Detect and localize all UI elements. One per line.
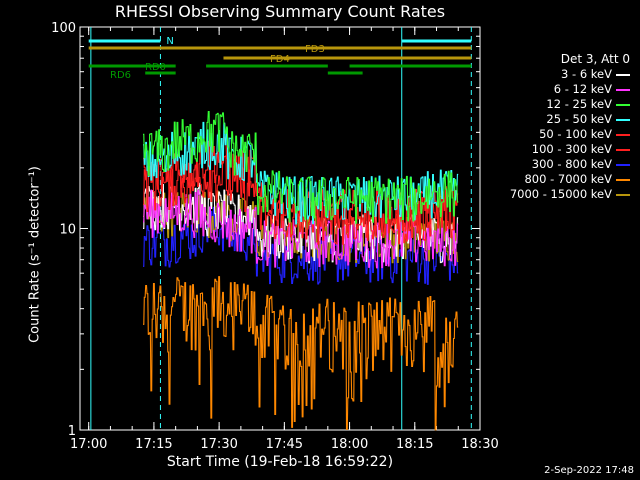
flag-label-n: N: [166, 36, 173, 47]
legend-item: 100 - 300 keV: [532, 142, 630, 156]
x-tick-label: 18:00: [331, 437, 368, 452]
flag-label-rd0: RD0: [145, 62, 166, 73]
flag-label-fd3: FD3: [305, 44, 325, 55]
legend-header: Det 3, Att 0: [560, 52, 630, 66]
legend-item: 3 - 6 keV: [561, 67, 630, 81]
legend-item: 7000 - 15000 keV: [510, 187, 630, 201]
legend-item-label: 6 - 12 keV: [553, 82, 612, 96]
legend-swatch: [616, 118, 630, 121]
chart-title: RHESSI Observing Summary Count Rates: [114, 2, 446, 21]
y-axis-label: Count Rate (s⁻¹ detector⁻¹): [27, 166, 43, 343]
legend-item: 12 - 25 keV: [546, 97, 630, 111]
flag-label-fd4: FD4: [270, 54, 290, 65]
legend-item-label: 3 - 6 keV: [561, 67, 612, 81]
series-line: [143, 121, 459, 225]
legend-swatch: [616, 163, 630, 166]
legend-item-label: 25 - 50 keV: [546, 112, 612, 126]
legend-swatch: [616, 103, 630, 106]
y-tick-label: 100: [51, 21, 76, 36]
series-line: [143, 276, 459, 431]
y-tick-label: 1: [68, 424, 76, 439]
legend-item-label: 12 - 25 keV: [546, 97, 612, 111]
series-line: [143, 111, 459, 224]
legend-item-label: 100 - 300 keV: [531, 142, 612, 156]
legend-swatch: [616, 148, 630, 151]
x-tick-label: 17:45: [266, 437, 303, 452]
legend-item-label: 300 - 800 keV: [531, 157, 612, 171]
x-tick-label: 18:15: [396, 437, 433, 452]
legend-swatch: [616, 88, 630, 91]
legend-item: 25 - 50 keV: [546, 112, 630, 126]
x-tick-label: 17:30: [200, 437, 237, 452]
x-tick-label: 17:00: [70, 437, 107, 452]
legend-item: 50 - 100 keV: [539, 127, 630, 141]
legend-item-label: 800 - 7000 keV: [524, 172, 612, 186]
x-axis-label: Start Time (19-Feb-18 16:59:22): [166, 454, 394, 470]
legend-item-label: 50 - 100 keV: [539, 127, 612, 141]
footer-date: 2-Sep-2022 17:48: [544, 465, 634, 476]
legend-swatch: [616, 178, 630, 181]
legend-item: 6 - 12 keV: [554, 82, 630, 96]
legend-swatch: [616, 73, 630, 76]
y-tick-label: 10: [59, 223, 76, 238]
legend-item: 800 - 7000 keV: [524, 172, 630, 186]
series-line: [143, 155, 459, 245]
legend-swatch: [616, 193, 630, 196]
flag-label-rd6: RD6: [110, 70, 131, 81]
x-tick-label: 17:15: [135, 437, 172, 452]
x-tick-label: 18:30: [461, 437, 498, 452]
legend-item: 300 - 800 keV: [532, 157, 630, 171]
legend-item-label: 7000 - 15000 keV: [509, 187, 612, 201]
legend-swatch: [616, 133, 630, 136]
